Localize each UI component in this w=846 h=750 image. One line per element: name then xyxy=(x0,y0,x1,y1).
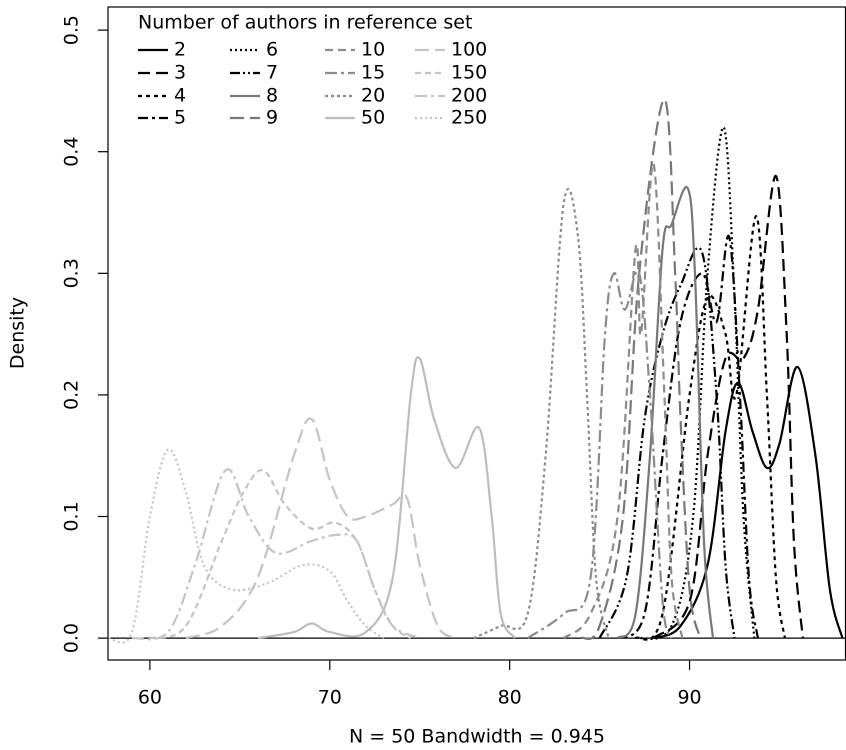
y-tick-label: 0.5 xyxy=(61,15,83,45)
y-tick-label: 0.1 xyxy=(61,501,83,531)
x-tick-label: 70 xyxy=(318,687,342,709)
legend-label: 5 xyxy=(174,107,186,129)
y-tick-label: 0.2 xyxy=(61,380,83,410)
legend-label: 6 xyxy=(266,39,278,61)
legend-label: 100 xyxy=(451,39,487,61)
density-line xyxy=(527,269,673,640)
density-line xyxy=(473,187,610,640)
legend-label: 3 xyxy=(174,62,186,84)
legend-label: 9 xyxy=(266,107,278,129)
legend-title: Number of authors in reference set xyxy=(138,12,472,34)
density-line xyxy=(562,162,684,640)
y-tick-label: 0.0 xyxy=(61,623,83,653)
legend-label: 200 xyxy=(451,85,487,107)
density-line xyxy=(616,234,759,640)
density-line xyxy=(634,215,786,641)
x-tick-label: 90 xyxy=(677,687,701,709)
legend-label: 150 xyxy=(451,62,487,84)
density-line xyxy=(131,468,421,641)
legend-label: 20 xyxy=(361,85,385,107)
density-line xyxy=(653,365,844,640)
x-tick-label: 80 xyxy=(498,687,522,709)
density-line xyxy=(149,469,412,640)
legend-label: 4 xyxy=(174,85,186,107)
legend-label: 7 xyxy=(266,62,278,84)
density-line xyxy=(616,185,715,640)
legend-label: 250 xyxy=(451,107,487,129)
density-line xyxy=(185,417,457,640)
y-tick-label: 0.4 xyxy=(61,137,83,167)
density-line xyxy=(598,246,736,639)
legend-label: 2 xyxy=(174,39,186,61)
density-line xyxy=(635,126,756,640)
legend-label: 50 xyxy=(361,107,385,129)
x-tick-label: 60 xyxy=(138,687,162,709)
legend-label: 8 xyxy=(266,85,278,107)
x-axis-label: N = 50 Bandwidth = 0.945 xyxy=(349,726,605,748)
density-line xyxy=(257,356,517,640)
legend-label: 10 xyxy=(361,39,385,61)
density-line xyxy=(108,448,385,644)
y-tick-label: 0.3 xyxy=(61,258,83,288)
y-axis-label: Density xyxy=(7,297,29,369)
legend-label: 15 xyxy=(361,62,385,84)
density-line xyxy=(652,174,804,639)
